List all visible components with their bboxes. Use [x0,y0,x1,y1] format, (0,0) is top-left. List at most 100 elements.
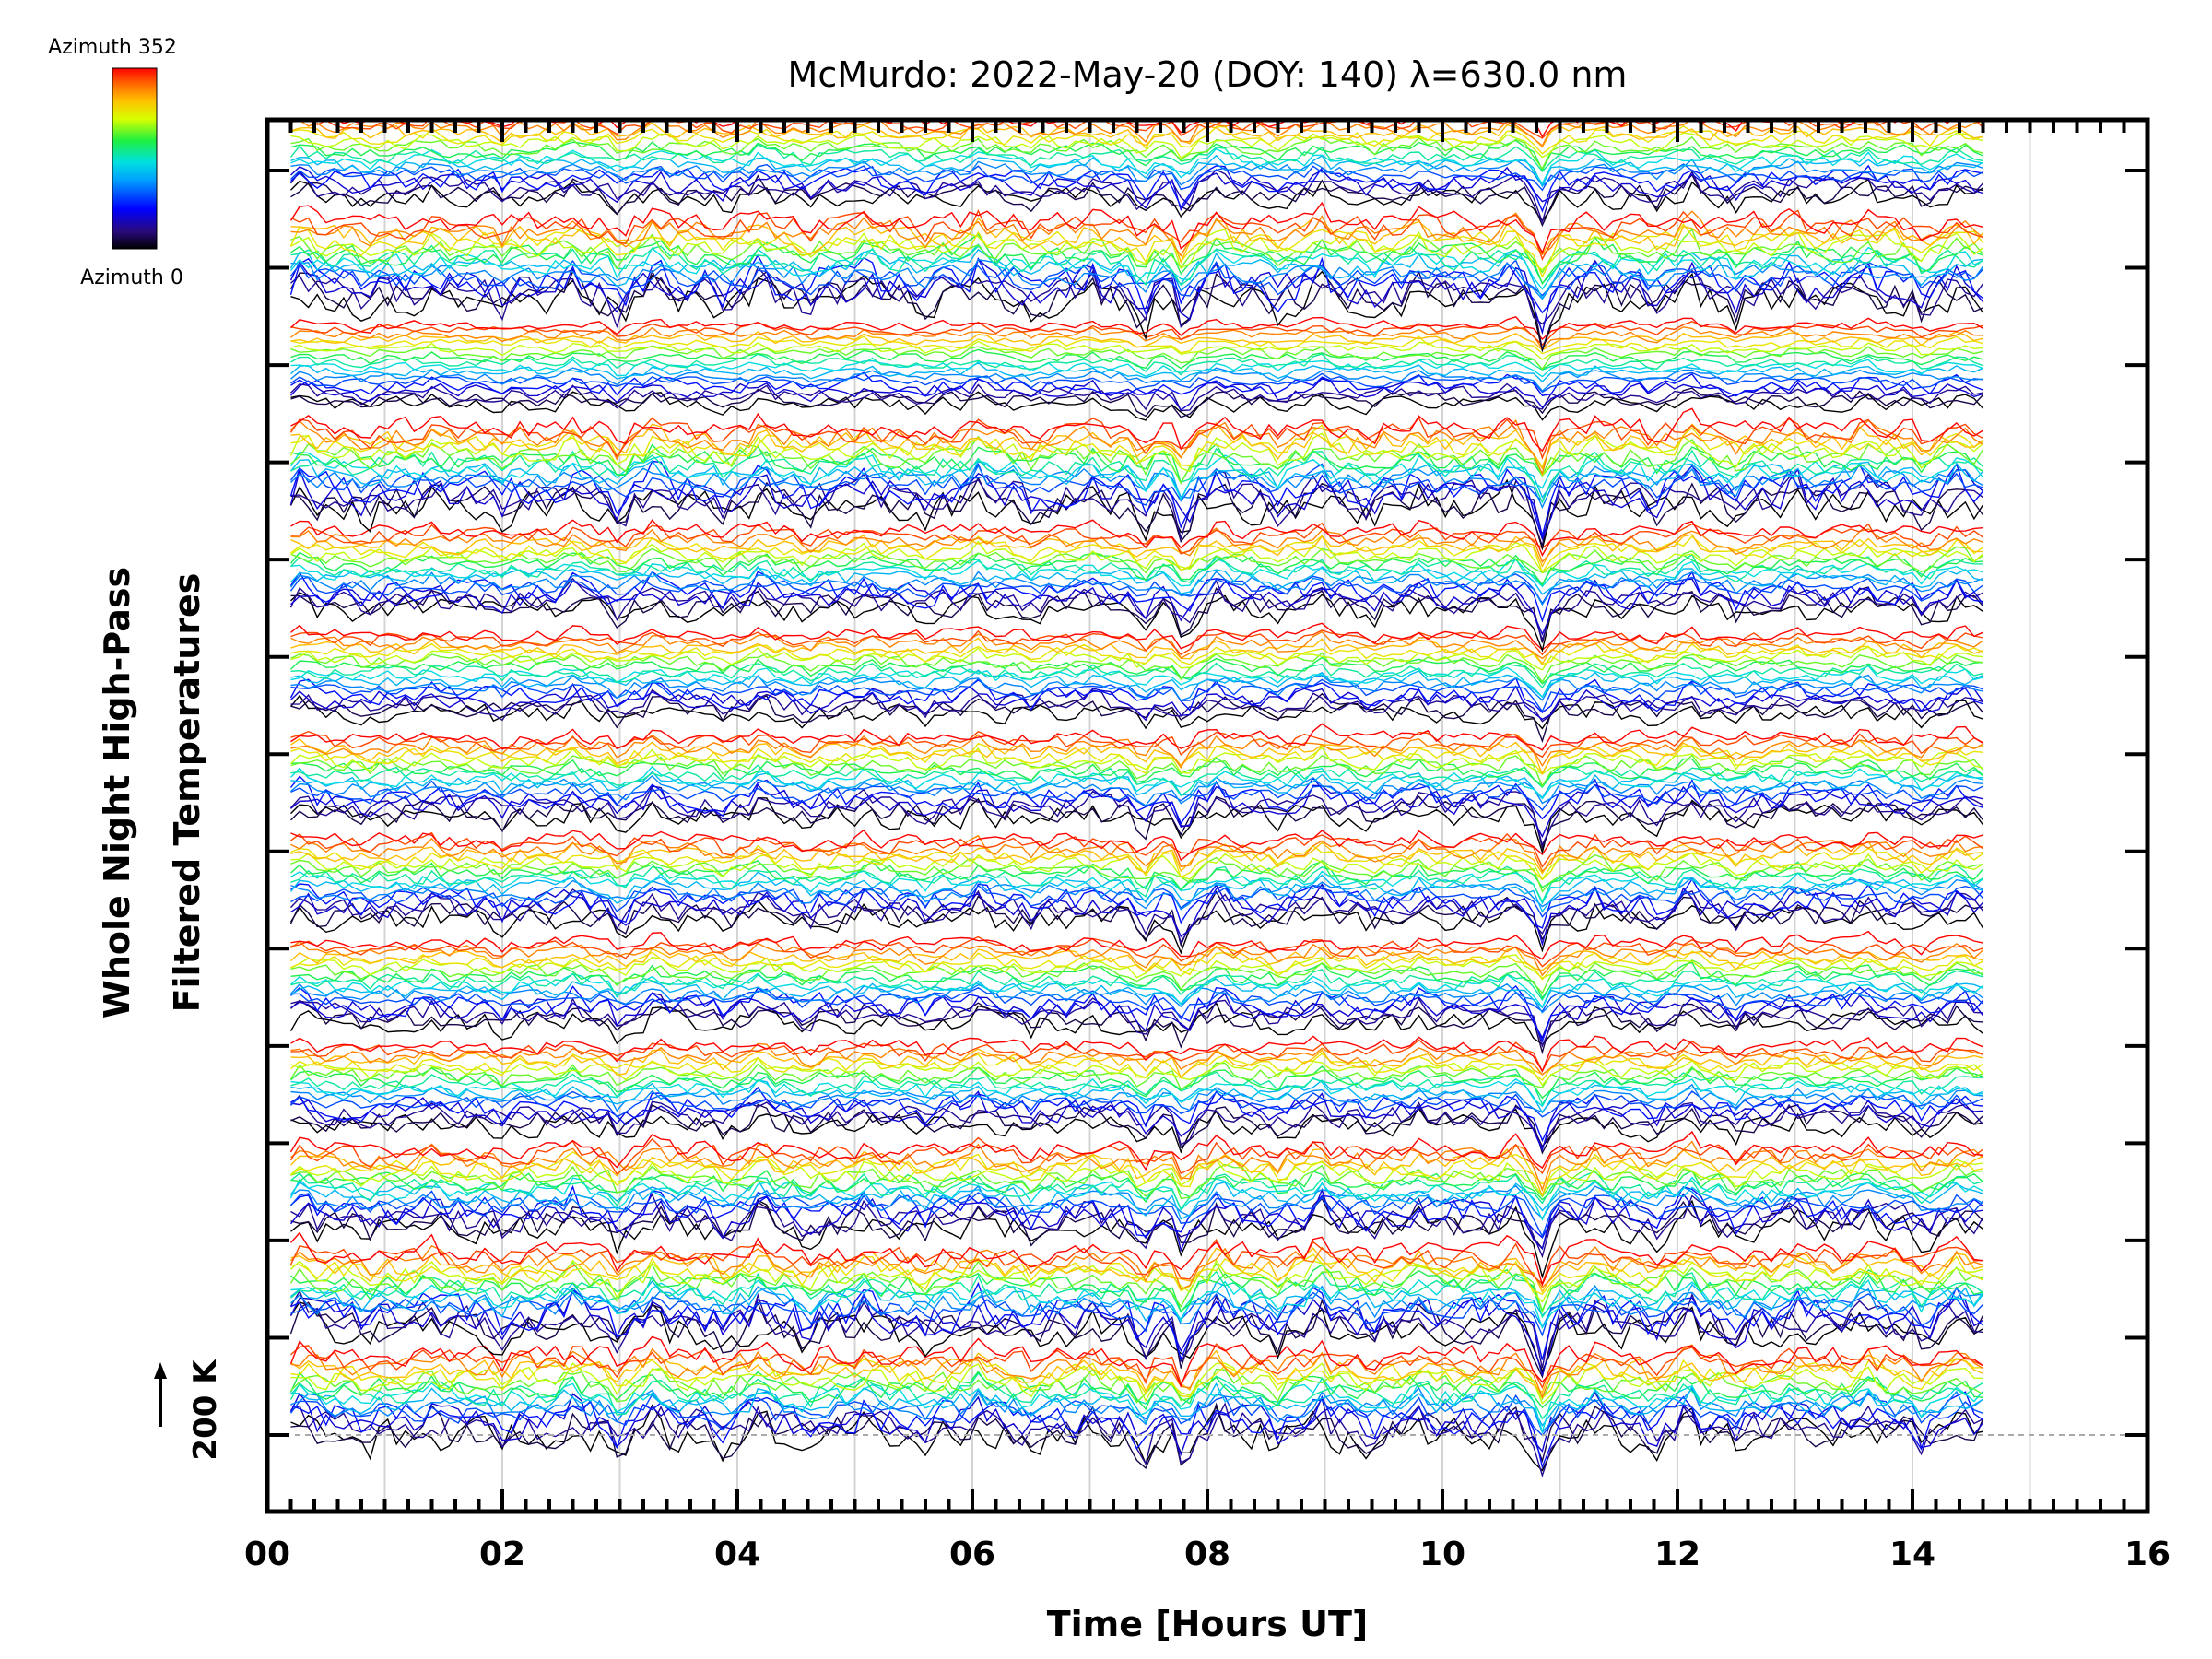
series-line [290,1090,1983,1152]
series-line [290,947,1983,973]
series-line [290,132,1983,159]
series-line [290,669,1983,699]
series-line [289,982,1983,1014]
series-line [289,1062,1983,1091]
scale-bar-arrow-head [154,1362,167,1379]
series-line [290,315,1983,341]
series-line [289,551,1983,586]
series-line [290,533,1983,569]
series-line [289,253,1983,316]
series-line [289,144,1983,172]
series-line [290,522,1983,555]
series-line [290,476,1984,548]
series-line [290,630,1983,660]
series-lines [289,120,1984,1478]
series-line [290,978,1983,1009]
series-line [289,577,1983,642]
series-line [290,340,1983,360]
series-line [289,465,1983,541]
series-line [290,1193,1984,1259]
x-tick-label: 12 [1654,1535,1700,1573]
series-line [289,243,1983,290]
series-line [289,775,1983,825]
series-line [290,331,1983,351]
series-line [290,367,1983,393]
series-line [290,1048,1983,1078]
series-line [290,1244,1983,1290]
series-line [290,629,1983,656]
series-line [289,1231,1983,1287]
series-line [290,407,1983,453]
series-line [290,656,1983,685]
x-tick-label: 04 [714,1535,760,1573]
series-line [289,765,1983,800]
series-line [290,229,1983,271]
series-line [290,1087,1983,1143]
series-line [290,359,1983,378]
series-line [290,442,1983,485]
series-line [290,757,1983,787]
scale-bar: 200 K [154,1359,224,1461]
series-line [290,468,1983,542]
x-tick-label: 02 [479,1535,525,1573]
series-line [290,783,1983,839]
series-line [290,422,1983,470]
series-line [290,959,1983,994]
series-line [289,573,1983,605]
series-line [289,463,1983,506]
series-line [289,1393,1983,1437]
series-line [289,1335,1983,1388]
series-line [290,993,1984,1040]
series-line [290,1356,1983,1400]
series-line [290,742,1983,775]
series-line [289,201,1983,254]
series-line [290,387,1984,418]
colorbar-min-label: Azimuth 0 [80,266,183,289]
scale-bar-label: 200 K [187,1359,224,1461]
series-line [290,1170,1983,1211]
series-line [289,899,1984,955]
series-line [290,930,1983,960]
series-line [290,265,1984,329]
series-line [290,834,1983,873]
series-line [290,424,1983,469]
series-line [290,1053,1983,1081]
colorbar-max-label: Azimuth 352 [48,36,177,59]
series-line [290,764,1983,797]
series-line [290,884,1984,918]
series-line [290,217,1984,264]
series-line [290,1077,1983,1108]
series-line [290,677,1983,713]
series-line [290,345,1983,371]
series-line [290,795,1984,851]
series-line [290,1140,1983,1192]
series-line [290,1090,1983,1118]
series-line [290,940,1983,977]
series-line [290,987,1983,1020]
series-line [290,173,1983,228]
y-axis-label-line2: Filtered Temperatures [167,573,207,1013]
series-line [290,831,1983,868]
y-axis-label-line1: Whole Night High-Pass [97,567,137,1018]
series-line [290,1035,1983,1073]
series-line [290,519,1983,557]
series-line [289,571,1983,623]
series-line [289,571,1983,606]
series-line [289,1260,1983,1314]
series-line [290,723,1983,751]
series-line [290,1382,1983,1428]
series-line [290,1042,1983,1076]
series-line [289,417,1983,460]
series-line [290,209,1983,261]
series-line [289,1130,1983,1171]
series-line [290,1253,1983,1296]
series-line [290,1170,1983,1204]
series-line [290,1103,1983,1155]
series-line [289,377,1983,411]
series-line [290,954,1983,979]
x-axis-label: Time [Hours UT] [1047,1604,1369,1644]
series-line [290,972,1983,1009]
series-line [290,244,1983,287]
axis-ticks [265,120,2149,1512]
series-line [289,451,1984,500]
